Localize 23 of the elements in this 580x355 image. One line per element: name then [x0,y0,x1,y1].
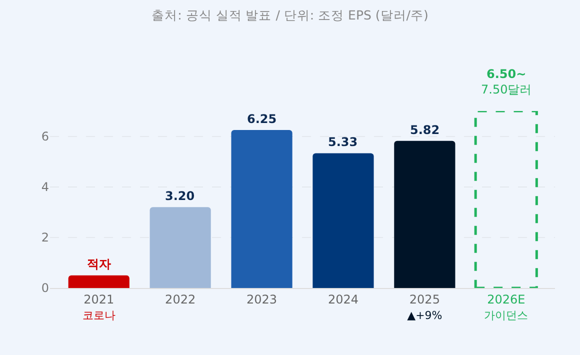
bar [231,130,292,288]
bar [68,275,130,288]
y-tick-label: 6 [41,129,49,144]
data-label: 5.82 [410,123,440,137]
x-tick-label: 2025 ▲+9% [407,292,442,322]
x-tick-label: 2023 [246,292,278,306]
data-label: 5.33 [328,135,358,149]
chart-title: 출처: 공식 실적 발표 / 단위: 조정 EPS (달러/주) [152,7,428,22]
x-tick-label: 2024 [328,292,359,306]
y-tick-label: 0 [41,281,49,296]
x-tick-label: 2021 코로나 [82,292,116,322]
data-label: 6.25 [247,112,277,126]
bar [312,153,374,288]
data-label: 3.20 [165,189,195,203]
x-tick-label: 2022 [165,292,196,306]
data-label: 적자 [87,257,111,271]
bar [150,207,211,288]
annotation: 6.50~ 7.50달러 [481,67,532,97]
bar [394,140,456,288]
y-tick-label: 2 [41,230,49,245]
x-tick-label: 2026E 가이던스 [484,292,528,322]
bar [474,111,538,288]
y-tick-label: 4 [41,180,49,194]
